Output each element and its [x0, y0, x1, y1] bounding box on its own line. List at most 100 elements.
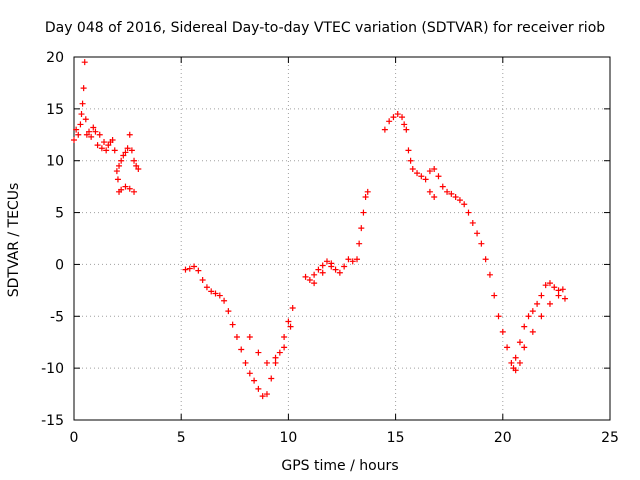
data-point: [281, 344, 288, 351]
data-point: [345, 256, 352, 263]
data-point: [281, 334, 288, 341]
data-point: [516, 359, 523, 366]
data-point: [114, 176, 121, 183]
data-point: [225, 308, 232, 315]
data-point: [131, 188, 138, 195]
data-point: [80, 85, 87, 92]
data-point: [118, 157, 125, 164]
data-point: [287, 323, 294, 330]
data-point: [203, 284, 210, 291]
data-point: [456, 197, 463, 204]
data-point: [431, 194, 438, 201]
data-point: [336, 269, 343, 276]
data-point: [491, 292, 498, 299]
data-point: [364, 188, 371, 195]
y-tick-label: -15: [41, 413, 64, 429]
data-point: [251, 377, 258, 384]
data-point: [431, 166, 438, 173]
data-point: [422, 176, 429, 183]
data-point: [381, 126, 388, 133]
data-point: [73, 126, 80, 133]
data-point: [551, 284, 558, 291]
data-point: [521, 323, 528, 330]
y-tick-label: 20: [46, 50, 64, 66]
data-point: [276, 349, 283, 356]
data-point: [546, 300, 553, 307]
data-point: [128, 147, 135, 154]
data-point: [474, 230, 481, 237]
data-point: [444, 188, 451, 195]
data-point: [246, 334, 253, 341]
data-point: [482, 256, 489, 263]
data-point: [116, 188, 123, 195]
data-point: [120, 152, 127, 159]
data-point: [272, 354, 279, 361]
data-point: [259, 393, 266, 400]
data-point: [246, 370, 253, 377]
data-point: [561, 295, 568, 302]
data-point: [405, 147, 412, 154]
data-point: [555, 287, 562, 294]
data-point: [306, 276, 313, 283]
data-point: [131, 157, 138, 164]
data-point: [103, 147, 110, 154]
data-point: [529, 328, 536, 335]
data-point: [508, 359, 515, 366]
data-point: [285, 318, 292, 325]
data-point: [98, 145, 105, 152]
data-point: [238, 346, 245, 353]
x-tick-label: 15: [387, 430, 405, 446]
y-axis-label: SDTVAR / TECUs: [6, 183, 22, 298]
data-point: [512, 367, 519, 374]
data-point: [78, 111, 85, 118]
data-point: [90, 124, 97, 131]
data-point: [208, 288, 215, 295]
data-point: [538, 313, 545, 320]
data-point: [504, 344, 511, 351]
data-point: [534, 300, 541, 307]
data-point: [77, 121, 84, 128]
data-point: [263, 391, 270, 398]
series-3: [302, 188, 371, 287]
data-point: [390, 114, 397, 121]
data-point: [81, 59, 88, 66]
data-point: [126, 185, 133, 192]
data-point: [233, 334, 240, 341]
data-point: [195, 267, 202, 274]
data-point: [109, 136, 116, 143]
data-point: [319, 269, 326, 276]
data-point: [465, 209, 472, 216]
data-point: [349, 258, 356, 265]
data-point: [409, 166, 416, 173]
data-point: [272, 359, 279, 366]
data-point: [319, 262, 326, 269]
data-point: [122, 183, 129, 190]
data-point: [555, 292, 562, 299]
data-point: [360, 209, 367, 216]
data-point: [399, 114, 406, 121]
data-point: [229, 321, 236, 328]
data-point: [341, 263, 348, 270]
data-point: [212, 290, 219, 297]
data-point: [529, 308, 536, 315]
plot-frame: [73, 56, 611, 421]
data-point: [96, 131, 103, 138]
series-1: [71, 59, 142, 195]
y-tick-label: 5: [55, 206, 64, 222]
data-point: [311, 271, 318, 278]
data-point: [461, 201, 468, 208]
data-point: [92, 128, 99, 135]
data-point: [255, 385, 262, 392]
data-point: [221, 297, 228, 304]
x-axis-label: GPS time / hours: [281, 458, 398, 474]
data-point: [486, 271, 493, 278]
data-point: [525, 313, 532, 320]
data-point: [82, 116, 89, 123]
data-point: [255, 349, 262, 356]
data-point: [135, 166, 142, 173]
data-point: [94, 142, 101, 149]
data-point: [83, 131, 90, 138]
grid-lines: [74, 57, 610, 420]
data-point: [216, 292, 223, 299]
